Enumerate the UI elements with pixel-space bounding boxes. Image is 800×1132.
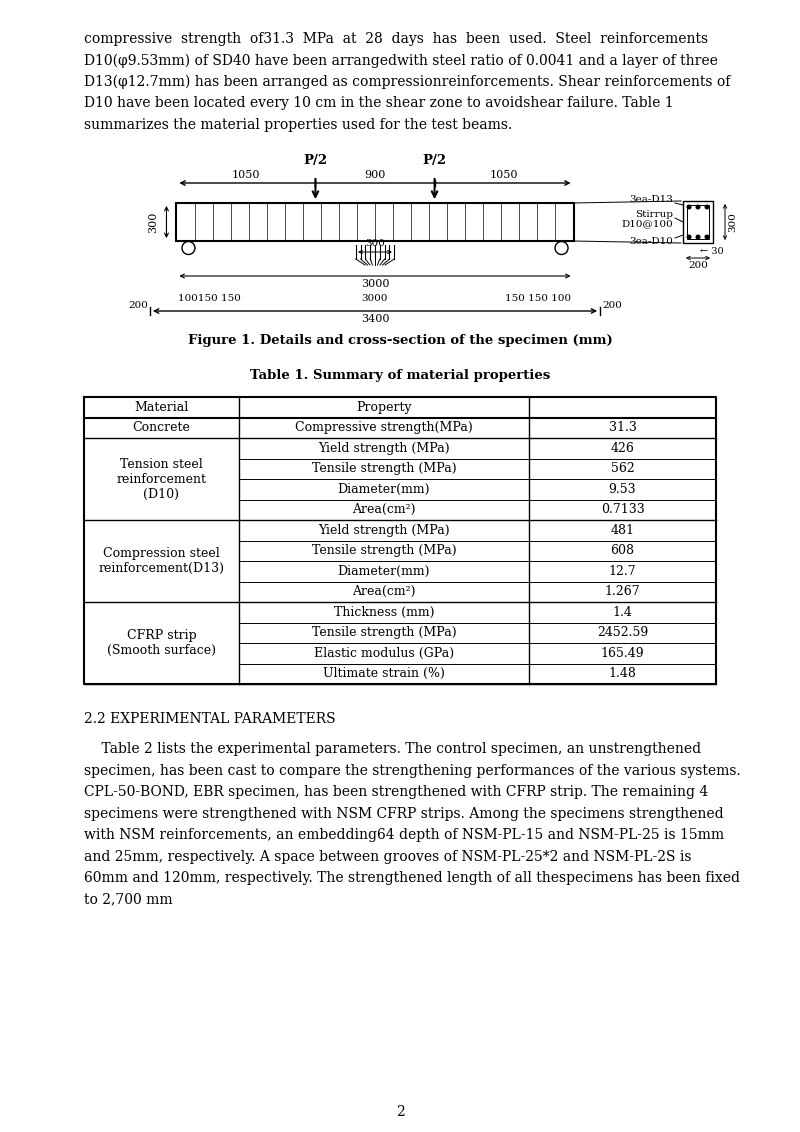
Text: 2.2 EXPERIMENTAL PARAMETERS: 2.2 EXPERIMENTAL PARAMETERS <box>84 712 336 726</box>
Circle shape <box>555 241 568 255</box>
Text: 31.3: 31.3 <box>609 421 637 435</box>
Circle shape <box>182 241 195 255</box>
Text: 3400: 3400 <box>361 314 390 324</box>
Text: Thickness (mm): Thickness (mm) <box>334 606 434 619</box>
Text: 3ea-D13: 3ea-D13 <box>629 195 673 204</box>
Text: P/2: P/2 <box>303 154 327 168</box>
Text: 200: 200 <box>688 261 708 271</box>
Text: Tensile strength (MPa): Tensile strength (MPa) <box>312 462 456 475</box>
Text: Compressive strength(MPa): Compressive strength(MPa) <box>295 421 473 435</box>
Text: 100150 150: 100150 150 <box>178 294 242 303</box>
Text: 200: 200 <box>602 300 622 309</box>
Text: 300: 300 <box>728 212 737 232</box>
Text: 300: 300 <box>149 212 158 233</box>
Text: Elastic modulus (GPa): Elastic modulus (GPa) <box>314 646 454 660</box>
Text: Stirrup: Stirrup <box>635 209 673 218</box>
Text: with NSM reinforcements, an embedding64 depth of NSM-PL-15 and NSM-PL-25 is 15mm: with NSM reinforcements, an embedding64 … <box>84 827 724 842</box>
Text: 3ea-D10: 3ea-D10 <box>629 238 673 247</box>
Text: 300: 300 <box>365 239 385 248</box>
Text: compressive  strength  of31.3  MPa  at  28  days  has  been  used.  Steel  reinf: compressive strength of31.3 MPa at 28 da… <box>84 32 708 46</box>
Text: D10 have been located every 10 cm in the shear zone to avoidshear failure. Table: D10 have been located every 10 cm in the… <box>84 96 674 111</box>
Text: Figure 1. Details and cross-section of the specimen (mm): Figure 1. Details and cross-section of t… <box>188 334 612 348</box>
Text: ← 30: ← 30 <box>700 247 724 256</box>
Text: 1.4: 1.4 <box>613 606 633 619</box>
Circle shape <box>706 235 709 239</box>
Text: Yield strength (MPa): Yield strength (MPa) <box>318 524 450 537</box>
Text: to 2,700 mm: to 2,700 mm <box>84 892 173 907</box>
Text: Diameter(mm): Diameter(mm) <box>338 565 430 577</box>
Text: Concrete: Concrete <box>133 421 190 435</box>
Text: 60mm and 120mm, respectively. The strengthened length of all thespecimens has be: 60mm and 120mm, respectively. The streng… <box>84 871 740 885</box>
Text: 1.48: 1.48 <box>609 667 637 680</box>
Text: 3000: 3000 <box>361 278 390 289</box>
Text: P/2: P/2 <box>422 154 446 168</box>
Text: Tension steel
reinforcement
(D10): Tension steel reinforcement (D10) <box>117 457 206 500</box>
Text: Table 2 lists the experimental parameters. The control specimen, an unstrengthen: Table 2 lists the experimental parameter… <box>84 741 701 756</box>
Text: 150 150 100: 150 150 100 <box>506 294 571 303</box>
Text: 165.49: 165.49 <box>601 646 644 660</box>
Circle shape <box>687 235 690 239</box>
Text: Yield strength (MPa): Yield strength (MPa) <box>318 441 450 455</box>
Text: D10@100: D10@100 <box>622 220 673 229</box>
Text: 2: 2 <box>396 1105 404 1120</box>
Text: and 25mm, respectively. A space between grooves of NSM-PL-25*2 and NSM-PL-2S is: and 25mm, respectively. A space between … <box>84 849 691 864</box>
Circle shape <box>706 205 709 208</box>
Text: Tensile strength (MPa): Tensile strength (MPa) <box>312 626 456 640</box>
Text: 1050: 1050 <box>490 170 518 180</box>
Circle shape <box>696 235 700 239</box>
Bar <box>683 201 713 243</box>
Text: 12.7: 12.7 <box>609 565 636 577</box>
Text: summarizes the material properties used for the test beams.: summarizes the material properties used … <box>84 118 512 132</box>
Text: Property: Property <box>356 401 412 414</box>
Text: Compression steel
reinforcement(D13): Compression steel reinforcement(D13) <box>98 547 225 575</box>
Text: CPL-50-BOND, EBR specimen, has been strengthened with CFRP strip. The remaining : CPL-50-BOND, EBR specimen, has been stre… <box>84 784 708 799</box>
Bar <box>687 205 709 239</box>
Text: Diameter(mm): Diameter(mm) <box>338 482 430 496</box>
Text: D13(φ12.7mm) has been arranged as compressionreinforcements. Shear reinforcement: D13(φ12.7mm) has been arranged as compre… <box>84 75 730 89</box>
Text: Area(cm²): Area(cm²) <box>352 504 416 516</box>
Text: Ultimate strain (%): Ultimate strain (%) <box>323 667 445 680</box>
Text: Material: Material <box>134 401 189 414</box>
Text: 1050: 1050 <box>232 170 260 180</box>
Text: 900: 900 <box>364 170 386 180</box>
Text: 0.7133: 0.7133 <box>601 504 644 516</box>
Circle shape <box>687 205 690 208</box>
Text: specimens were strengthened with NSM CFRP strips. Among the specimens strengthen: specimens were strengthened with NSM CFR… <box>84 806 724 821</box>
Circle shape <box>696 205 700 208</box>
Text: 608: 608 <box>610 544 634 557</box>
Text: 426: 426 <box>610 441 634 455</box>
Text: D10(φ9.53mm) of SD40 have been arrangedwith steel ratio of 0.0041 and a layer of: D10(φ9.53mm) of SD40 have been arrangedw… <box>84 53 718 68</box>
Text: specimen, has been cast to compare the strengthening performances of the various: specimen, has been cast to compare the s… <box>84 763 741 778</box>
Text: 1.267: 1.267 <box>605 585 640 598</box>
Bar <box>177 203 574 241</box>
Text: 9.53: 9.53 <box>609 482 636 496</box>
Text: 3000: 3000 <box>362 294 388 303</box>
Text: Tensile strength (MPa): Tensile strength (MPa) <box>312 544 456 557</box>
Text: 200: 200 <box>128 300 148 309</box>
Text: 481: 481 <box>610 524 634 537</box>
Text: Table 1. Summary of material properties: Table 1. Summary of material properties <box>250 369 550 381</box>
Text: 2452.59: 2452.59 <box>597 626 648 640</box>
Text: 562: 562 <box>610 462 634 475</box>
Text: CFRP strip
(Smooth surface): CFRP strip (Smooth surface) <box>107 629 216 657</box>
Text: Area(cm²): Area(cm²) <box>352 585 416 598</box>
